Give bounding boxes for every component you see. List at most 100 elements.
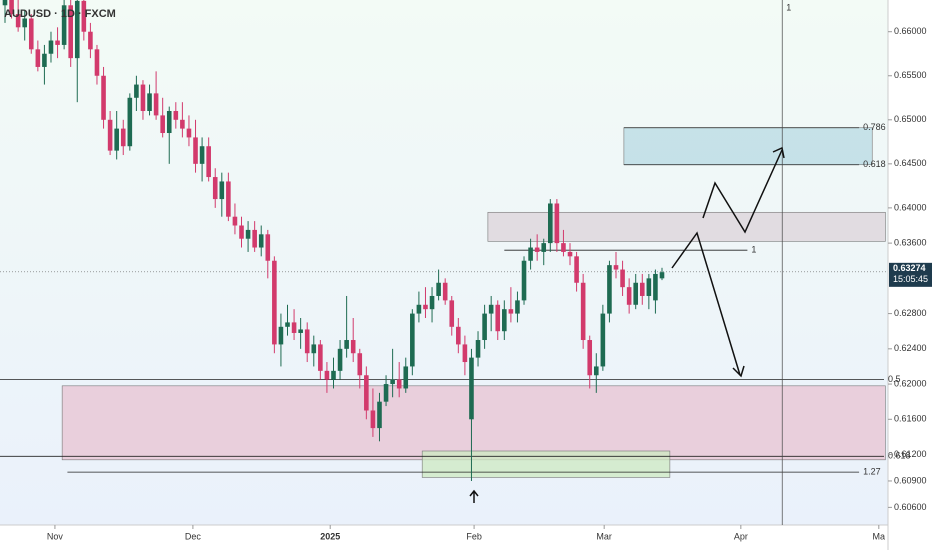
candle-body (528, 247, 533, 261)
candle-body (239, 225, 244, 239)
fib-label: 1 (751, 245, 756, 255)
x-tick-label: Dec (185, 531, 202, 541)
candle-body (633, 282, 639, 305)
candle-body (311, 344, 317, 354)
candle-body (212, 177, 218, 200)
candle-body (298, 329, 303, 333)
candle-body (272, 260, 277, 345)
candle-body (285, 322, 290, 327)
candle-body (561, 243, 566, 252)
candle-body (9, 0, 14, 15)
x-tick-label: Mar (596, 531, 612, 541)
candle-body (68, 5, 73, 59)
candle-body (258, 234, 264, 248)
candle-body (120, 128, 126, 147)
candle-body (15, 14, 21, 28)
candle-body (567, 251, 573, 257)
marker-arrow (469, 489, 479, 503)
y-tick-label: 0.63600 (894, 237, 927, 247)
last-price: 0.63274 (893, 263, 926, 273)
candle-body (574, 256, 579, 283)
candle-body (429, 295, 435, 310)
arrow-head (732, 365, 745, 378)
candle-body (114, 128, 119, 151)
y-tick-label: 0.65000 (894, 114, 927, 124)
candle-body (377, 401, 382, 429)
candle-body (331, 370, 336, 380)
candle-body (55, 40, 60, 45)
candle-body (199, 146, 205, 164)
y-tick-label: 0.62400 (894, 343, 927, 353)
candle-body (219, 181, 225, 200)
candle-body (620, 269, 625, 288)
candle-body (350, 340, 356, 354)
candle-body (232, 216, 238, 226)
candle-body (226, 181, 231, 217)
y-tick-label: 0.65500 (894, 70, 927, 80)
fib-label: 0.618 (863, 159, 886, 169)
candle-body (659, 272, 665, 279)
candle-body (265, 234, 271, 261)
candle-body (180, 119, 185, 129)
candle-body (626, 287, 632, 305)
candle-body (370, 410, 376, 429)
candle-body (173, 110, 179, 120)
y-tick-label: 0.60600 (894, 502, 927, 512)
zone (421, 450, 671, 478)
candle-body (48, 40, 54, 54)
candle-body (81, 0, 87, 32)
candle-body (607, 265, 612, 314)
projection-up (702, 149, 783, 234)
x-tick-label: Ma (873, 531, 886, 541)
candle-body (653, 273, 658, 301)
candle-body (344, 340, 349, 349)
candle-body (153, 93, 159, 116)
candle-body (521, 260, 527, 301)
candle-body (304, 329, 310, 354)
vline-label: 1 (786, 2, 791, 12)
price-badge (889, 262, 932, 287)
x-tick-label: 2025 (320, 531, 340, 541)
candle-body (28, 18, 34, 50)
candle-body (488, 304, 494, 314)
candle-body (186, 128, 192, 138)
candle-body (160, 115, 165, 134)
candle-body (2, 0, 8, 6)
candle-body (554, 203, 560, 244)
candle-body (600, 313, 606, 367)
zone (61, 385, 886, 461)
candle-body (278, 326, 284, 345)
candle-body (364, 375, 369, 411)
projection-down (671, 231, 741, 376)
candle-body (416, 304, 422, 314)
candle-body (390, 379, 395, 385)
candle-body (580, 282, 586, 341)
candle-body (462, 344, 468, 363)
candle-body (593, 366, 599, 376)
zone (623, 127, 873, 166)
candle-body (541, 243, 547, 252)
candle-body (74, 0, 80, 59)
candle-body (515, 300, 520, 314)
candle-body (508, 309, 514, 314)
x-tick-label: Feb (466, 531, 482, 541)
y-tick-label: 0.64500 (894, 158, 927, 168)
candle-body (107, 119, 113, 151)
time-scale (0, 525, 888, 550)
candle-body (502, 309, 507, 332)
candle-body (639, 282, 645, 296)
candle-body (318, 344, 323, 371)
zone (487, 211, 886, 242)
candle-body (291, 322, 297, 333)
candle-body (324, 370, 330, 380)
candle-body (396, 379, 402, 389)
candle-body (442, 282, 448, 301)
candle-body (101, 75, 106, 120)
candle-body (134, 84, 139, 98)
y-tick-label: 0.66000 (894, 26, 927, 36)
y-tick-label: 0.62000 (894, 378, 927, 388)
candle-body (22, 18, 28, 28)
candle-body (35, 49, 41, 67)
fib-label: 0.786 (863, 122, 886, 132)
fib-label: 0.618 (888, 451, 911, 461)
